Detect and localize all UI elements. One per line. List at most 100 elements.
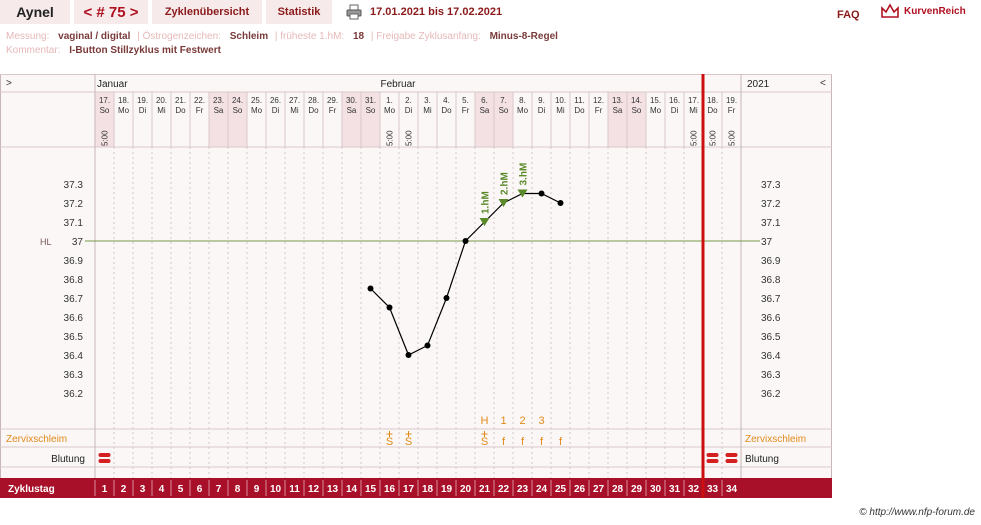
date-label: 21. [175,96,186,105]
cycle-day-number: 9 [254,484,260,495]
cycle-day-number: 5 [178,484,184,495]
cycle-day-number: 14 [346,484,358,495]
time-label: 5:00 [405,130,414,146]
y-tick-label-left: 36.5 [64,332,84,343]
cervix-count-label: 2 [519,415,525,427]
weekday-label: Mi [290,106,299,115]
cycle-number-nav[interactable]: < # 75 > [74,0,148,24]
weekday-label: Sa [480,106,490,115]
cycle-day-number: 6 [197,484,203,495]
weekend-column [342,92,361,147]
cycle-day-number: 19 [441,484,453,495]
cycle-day-number: 31 [669,484,681,495]
date-label: 28. [308,96,319,105]
date-label: 19. [137,96,148,105]
nav-left-arrow[interactable]: > [6,78,12,89]
cycle-day-number: 27 [593,484,605,495]
info-line-2: Kommentar: I-Button Stillzyklus mit Fest… [6,45,221,56]
freigabe-label: Freigabe Zyklusanfang: [376,31,481,42]
weekday-label: Mo [118,106,130,115]
weekend-column [95,92,114,147]
cervix-mark: S [386,436,393,448]
freigabe-value: Minus-8-Regel [489,31,558,42]
weekend-column [608,92,627,147]
y-tick-label-right: 36.7 [761,294,781,305]
month-label: Januar [97,79,128,90]
cervix-mark: S [405,436,412,448]
nav-right-arrow[interactable]: < [820,78,826,89]
faq-link[interactable]: FAQ [837,9,860,21]
cycle-day-number: 29 [631,484,643,495]
cervix-mark: f [502,436,506,448]
weekday-label: Di [671,106,679,115]
crown-icon [881,3,899,18]
date-label: 19. [726,96,737,105]
weekday-label: Mi [157,106,166,115]
weekday-label: Sa [613,106,623,115]
cervix-count-label: H [481,415,489,427]
logo-text: KurvenReich [904,5,966,17]
date-range: 17.01.2021 bis 17.02.2021 [370,6,503,18]
date-label: 12. [593,96,604,105]
date-label: 7. [500,96,507,105]
weekday-label: Sa [214,106,224,115]
kurvenreich-logo[interactable]: KurvenReich [880,3,966,19]
cervix-count-label: 1 [500,415,506,427]
weekday-label: Fr [196,106,204,115]
printer-icon[interactable] [346,4,362,20]
hl-label: HL [40,237,52,247]
date-label: 18. [707,96,718,105]
weekend-column [494,92,513,147]
temperature-point [386,304,393,311]
cycle-day-number: 15 [365,484,377,495]
weekday-label: Di [139,106,147,115]
zyklustag-label: Zyklustag [8,484,55,495]
cycle-day-number: 2 [121,484,127,495]
weekday-label: Mo [384,106,396,115]
y-tick-label-left: 36.4 [64,351,84,362]
weekday-label: Do [574,106,585,115]
weekday-label: Mi [689,106,698,115]
oestrogen-label: Östrogenzeichen: [142,31,221,42]
weekday-label: Mo [517,106,529,115]
time-label: 5:00 [101,130,110,146]
high-measurement-marker [517,189,528,198]
tab-cycle-overview[interactable]: Zyklenübersicht [152,0,262,24]
bleeding-mark [725,453,738,457]
temperature-point [367,285,374,292]
zyklustag-bar [0,478,832,498]
y-tick-label-right: 36.8 [761,275,781,286]
date-label: 17. [99,96,110,105]
cervix-mark: f [521,436,525,448]
temperature-point [538,190,545,197]
blutung-row-label-right: Blutung [745,454,779,465]
weekday-label: Do [175,106,186,115]
weekday-label: So [499,106,509,115]
date-label: 14. [631,96,642,105]
date-label: 17. [688,96,699,105]
y-tick-label-right: 36.4 [761,351,781,362]
tab-statistics[interactable]: Statistik [266,0,332,24]
temperature-point [462,238,469,244]
date-label: 11. [574,96,585,105]
cycle-day-number: 22 [498,484,510,495]
y-tick-label-left: 37 [72,237,84,248]
high-measurement-label: 3.hM [519,163,530,186]
weekday-label: So [632,106,642,115]
date-label: 8. [519,96,526,105]
date-label: 29. [327,96,338,105]
cycle-day-number: 12 [308,484,320,495]
y-tick-label-left: 36.2 [64,389,84,400]
y-tick-label-left: 37.1 [64,218,84,229]
cycle-day-number: 7 [216,484,222,495]
month-label: Februar [381,79,417,90]
zervix-row-label-right: Zervixschleim [745,434,806,445]
cycle-day-number: 24 [536,484,548,495]
date-label: 22. [194,96,205,105]
weekday-label: Di [538,106,546,115]
y-tick-label-left: 36.7 [64,294,84,305]
kommentar-label: Kommentar: [6,45,61,56]
cycle-day-number: 8 [235,484,241,495]
y-tick-label-right: 37.1 [761,218,781,229]
messung-value: vaginal / digital [58,31,131,42]
